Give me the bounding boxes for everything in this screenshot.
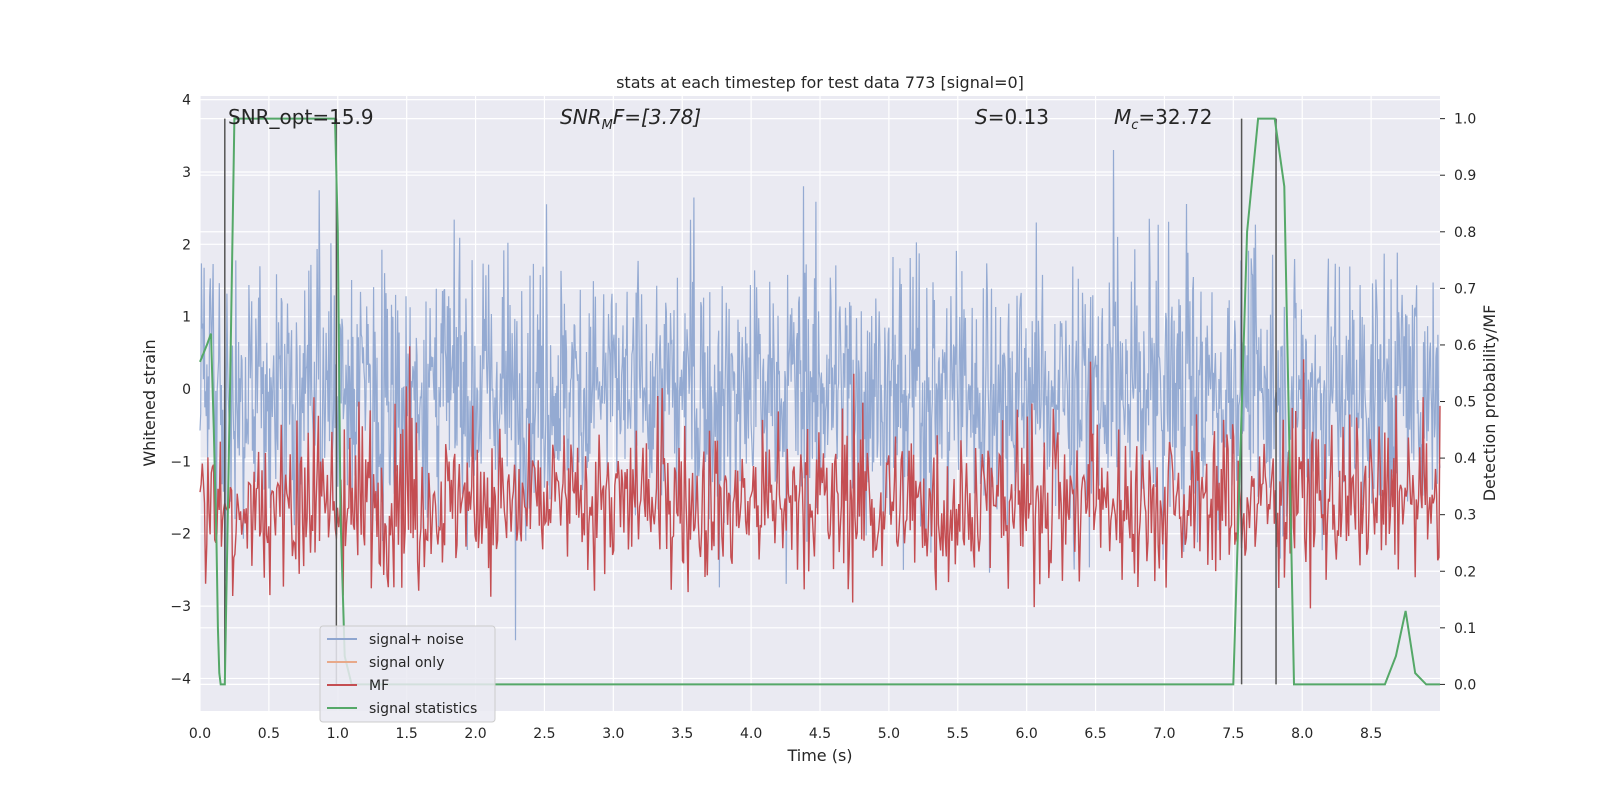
- annotation-snr-opt: SNR_opt=15.9: [228, 105, 374, 129]
- x-tick-label: 6.5: [1084, 726, 1106, 742]
- snr-mf-suffix: F=[3.78]: [613, 105, 701, 129]
- s-symbol: S: [975, 105, 988, 129]
- mf-line: [199, 346, 1441, 609]
- y2-tick-label: 0.3: [1454, 508, 1476, 524]
- y-tick-label: −3: [170, 599, 191, 615]
- mc-subscript: c: [1131, 118, 1138, 133]
- y2-tick-label: 0.1: [1454, 621, 1476, 637]
- x-tick-label: 5.5: [947, 726, 969, 742]
- annotation-snr-mf: SNRMF=[3.78]: [560, 105, 701, 133]
- annotation-s: S=0.13: [975, 105, 1049, 129]
- x-tick-label: 3.5: [671, 726, 693, 742]
- x-tick-label: 8.5: [1360, 726, 1382, 742]
- y-tick-label: −2: [170, 527, 191, 543]
- x-tick-label: 5.0: [878, 726, 900, 742]
- x-tick-label: 7.0: [1153, 726, 1175, 742]
- annotation-mc: Mc=32.72: [1114, 105, 1212, 133]
- snr-mf-sub: M: [602, 118, 613, 133]
- x-tick-label: 2.0: [464, 726, 486, 742]
- y-tick-label: 4: [182, 93, 191, 109]
- y2-tick-label: 0.5: [1454, 395, 1476, 411]
- y2-tick-label: 0.9: [1454, 168, 1476, 184]
- legend-box: [319, 625, 496, 723]
- y2-tick-label: 0.6: [1454, 338, 1476, 354]
- y2-tick-label: 0.7: [1454, 281, 1476, 297]
- x-tick-label: 1.0: [327, 726, 349, 742]
- y2-axis-label: Detection probability/MF: [1480, 305, 1499, 502]
- snr-mf-prefix: SNR: [560, 105, 602, 129]
- x-tick-label: 0.0: [189, 726, 211, 742]
- y2-tick-label: 0.2: [1454, 564, 1476, 580]
- y-tick-label: 3: [182, 165, 191, 181]
- y-tick-label: 1: [182, 310, 191, 326]
- mc-value: =32.72: [1138, 105, 1212, 129]
- y-axis-label: Whitened strain: [140, 339, 159, 466]
- legend: signal+ noise signal only MF signal stat…: [319, 625, 496, 723]
- legend-label-signal-noise: signal+ noise: [369, 632, 464, 648]
- y-tick-label: −1: [170, 454, 191, 470]
- series-signal-statistics: [199, 117, 1440, 686]
- x-tick-label: 4.0: [740, 726, 762, 742]
- y-tick-labels: 4 3 2 1 0 −1 −2 −3 −4: [170, 93, 191, 688]
- signal-statistics-line: [199, 117, 1440, 686]
- y2-tick-label: 0.4: [1454, 451, 1476, 467]
- x-tick-label: 1.5: [396, 726, 418, 742]
- x-tick-label: 6.0: [1016, 726, 1038, 742]
- legend-label-signal-only: signal only: [369, 655, 444, 671]
- x-tick-label: 4.5: [809, 726, 831, 742]
- y2-tick-label: 0.0: [1454, 677, 1476, 693]
- x-tick-label: 0.5: [258, 726, 280, 742]
- y2-tick-label: 1.0: [1454, 112, 1476, 128]
- y-tick-label: 2: [182, 237, 191, 253]
- y-tick-label: 0: [182, 382, 191, 398]
- x-tick-label: 2.5: [533, 726, 555, 742]
- x-tick-label: 8.0: [1291, 726, 1313, 742]
- x-tick-label: 3.0: [602, 726, 624, 742]
- x-tick-labels: 0.0 0.5 1.0 1.5 2.0 2.5 3.0 3.5 4.0 4.5 5.0 5.5 6.0 6…: [189, 726, 1382, 742]
- y2-tick-labels: 1.0 0.9 0.8 0.7 0.6 0.5 0.4 0.3 0.2 0.1 0.0: [1440, 112, 1476, 693]
- x-tick-label: 7.5: [1222, 726, 1244, 742]
- x-axis-label: Time (s): [786, 746, 852, 765]
- chart-title: stats at each timestep for test data 773…: [616, 73, 1024, 92]
- legend-label-mf: MF: [369, 678, 389, 694]
- legend-label-signal-statistics: signal statistics: [369, 701, 477, 717]
- y2-tick-label: 0.8: [1454, 225, 1476, 241]
- mc-symbol: M: [1114, 105, 1131, 129]
- y-tick-label: −4: [170, 671, 191, 687]
- s-value: =0.13: [988, 105, 1049, 129]
- series-mf: [199, 346, 1441, 609]
